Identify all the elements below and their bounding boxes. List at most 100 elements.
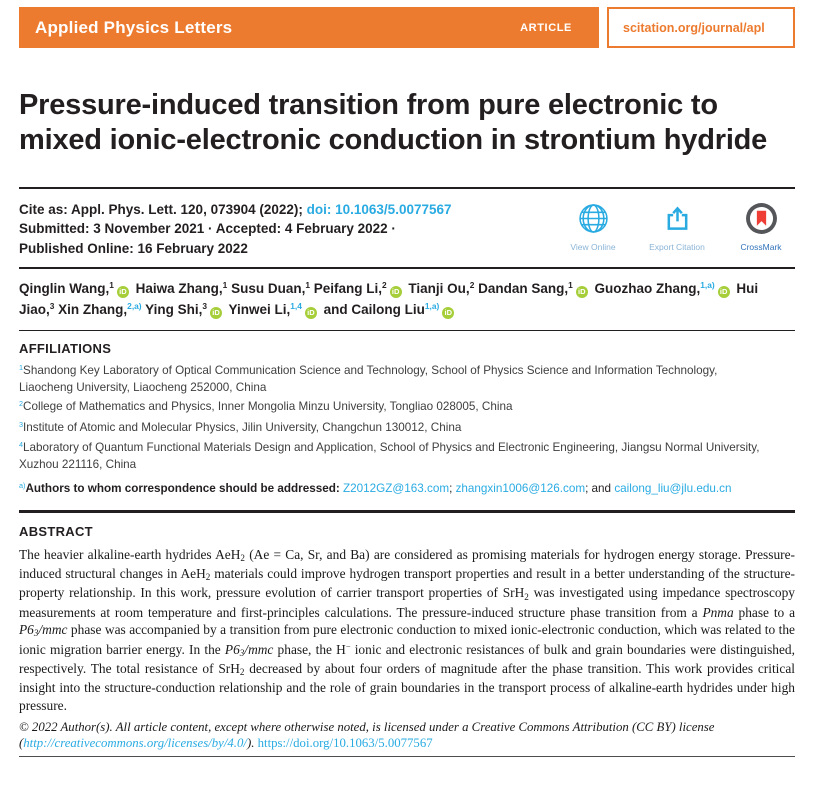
text-segment: Pnma bbox=[702, 604, 734, 620]
orcid-icon[interactable]: iD bbox=[304, 306, 317, 319]
text-segment: 2 bbox=[240, 552, 245, 563]
inline-link[interactable]: 2,a) bbox=[127, 300, 142, 311]
divider bbox=[19, 329, 795, 331]
text-segment: Dandan Sang, bbox=[474, 280, 569, 296]
text-segment: 2 bbox=[469, 279, 475, 290]
text-segment: phase, the H bbox=[273, 641, 346, 657]
paper-page: Applied Physics Letters ARTICLE scitatio… bbox=[0, 7, 814, 758]
orcid-icon[interactable]: iD bbox=[442, 306, 455, 319]
text-segment: Institute of Atomic and Molecular Physic… bbox=[23, 420, 462, 434]
article-actions: View Online Export Citation bbox=[561, 202, 795, 259]
journal-brand-bar: Applied Physics Letters ARTICLE bbox=[19, 7, 599, 48]
inline-link[interactable]: 1,a) bbox=[700, 279, 715, 290]
orcid-icon[interactable]: iD bbox=[389, 285, 402, 298]
article-type-badge: ARTICLE bbox=[520, 21, 572, 34]
inline-link[interactable]: doi: 10.1063/5.0077567 bbox=[306, 201, 452, 217]
text-segment: − bbox=[345, 641, 351, 651]
orcid-icon[interactable]: iD bbox=[575, 285, 588, 298]
text-segment: 3 bbox=[239, 647, 245, 658]
text-segment: Guozhao Zhang, bbox=[590, 280, 701, 296]
paper-title: Pressure-induced transition from pure el… bbox=[19, 89, 768, 156]
text-segment: 120 bbox=[180, 201, 204, 217]
text-segment: 3 bbox=[49, 300, 55, 311]
text-segment: 3 bbox=[202, 300, 207, 311]
orcid-icon[interactable]: iD bbox=[116, 285, 129, 298]
text-segment: 3 bbox=[33, 628, 39, 639]
export-citation-button[interactable]: Export Citation bbox=[645, 202, 709, 259]
text-segment: Peifang Li, bbox=[310, 280, 383, 296]
affiliation-item: 1Shandong Key Laboratory of Optical Comm… bbox=[19, 363, 764, 395]
affiliation-item: 4Laboratory of Quantum Functional Materi… bbox=[19, 440, 764, 472]
divider bbox=[19, 756, 795, 758]
text-segment: phase was accompanied by a transition fr… bbox=[19, 622, 795, 657]
text-segment: Ying Shi, bbox=[141, 301, 203, 317]
text-segment: © 2022 Author(s). All article content, e… bbox=[19, 720, 715, 750]
text-segment: 1 bbox=[109, 279, 114, 290]
view-online-button[interactable]: View Online bbox=[561, 202, 625, 259]
inline-link[interactable]: 1 bbox=[19, 363, 24, 373]
inline-link[interactable]: http://creativecommons.org/licenses/by/4… bbox=[23, 735, 247, 750]
inline-link[interactable]: cailong_liu@jlu.edu.cn bbox=[614, 482, 732, 495]
text-segment: 2 bbox=[382, 279, 387, 290]
inline-link[interactable]: Z2012GZ@163.com bbox=[343, 482, 450, 495]
affiliation-item: 3Institute of Atomic and Molecular Physi… bbox=[19, 420, 764, 437]
divider bbox=[19, 187, 795, 189]
text-segment: 2 bbox=[239, 667, 245, 678]
text-segment: , 073904 (2022); bbox=[203, 201, 307, 217]
crossmark-button[interactable]: CrossMark bbox=[729, 202, 793, 259]
text-segment: Authors to whom correspondence should be… bbox=[25, 482, 344, 495]
inline-link[interactable]: 3 bbox=[19, 419, 24, 429]
text-segment: 1 bbox=[222, 279, 228, 290]
text-segment: Hui Jiao, bbox=[19, 280, 759, 317]
text-segment: /mmc bbox=[244, 641, 274, 657]
text-segment: 1 bbox=[305, 279, 310, 290]
inline-link[interactable]: 1,a) bbox=[424, 300, 440, 311]
journal-site-link[interactable]: scitation.org/journal/apl bbox=[623, 20, 765, 35]
abstract-heading: ABSTRACT bbox=[19, 523, 93, 539]
inline-link[interactable]: 4 bbox=[19, 440, 24, 450]
divider bbox=[19, 510, 795, 513]
text-segment: The heavier alkaline-earth hydrides AeH bbox=[19, 546, 241, 562]
text-segment: ionic and electronic resistances of bulk… bbox=[19, 641, 795, 676]
text-segment: ; bbox=[449, 482, 456, 495]
inline-link[interactable]: zhangxin1006@126.com bbox=[455, 482, 586, 495]
globe-icon bbox=[578, 202, 609, 236]
citation-block: Cite as: Appl. Phys. Lett. 120, 073904 (… bbox=[19, 200, 452, 259]
affiliation-item: 2College of Mathematics and Physics, Inn… bbox=[19, 399, 764, 416]
text-segment: ). bbox=[246, 735, 258, 750]
view-online-label: View Online bbox=[570, 241, 616, 252]
export-icon bbox=[664, 202, 691, 236]
inline-link[interactable]: https://doi.org/10.1063/5.0077567 bbox=[257, 735, 433, 750]
affiliations-heading: AFFILIATIONS bbox=[19, 341, 112, 356]
abstract-text: The heavier alkaline-earth hydrides AeH2… bbox=[19, 546, 795, 715]
affiliations-list: 1Shandong Key Laboratory of Optical Comm… bbox=[19, 363, 795, 472]
journal-site-box: scitation.org/journal/apl bbox=[607, 7, 795, 48]
journal-title: Applied Physics Letters bbox=[35, 17, 233, 37]
text-segment: College of Mathematics and Physics, Inne… bbox=[23, 400, 513, 413]
submitted-accepted-line: Submitted: 3 November 2021 · Accepted: 4… bbox=[19, 221, 396, 236]
text-segment: Laboratory of Quantum Functional Materia… bbox=[19, 441, 760, 471]
text-segment: Haiwa Zhang, bbox=[131, 280, 223, 296]
published-online-line: Published Online: 16 February 2022 bbox=[19, 240, 248, 256]
crossmark-icon bbox=[745, 202, 778, 236]
crossmark-label: CrossMark bbox=[740, 241, 782, 252]
text-segment: Yinwei Li, bbox=[225, 301, 291, 317]
citation-section: Cite as: Appl. Phys. Lett. 120, 073904 (… bbox=[19, 189, 795, 268]
orcid-icon[interactable]: iD bbox=[717, 285, 730, 298]
text-segment: Shandong Key Laboratory of Optical Commu… bbox=[19, 364, 718, 394]
text-segment: 2 bbox=[205, 572, 211, 583]
correspondence-footnote: a)Authors to whom correspondence should … bbox=[19, 481, 779, 498]
inline-link[interactable]: 2 bbox=[19, 399, 24, 409]
orcid-icon[interactable]: iD bbox=[210, 306, 222, 319]
text-segment: (Ae = Ca, Sr, and Ba) are considered as … bbox=[19, 546, 795, 581]
text-segment: /mmc bbox=[38, 622, 68, 638]
text-segment: Susu Duan, bbox=[227, 280, 306, 296]
text-segment: Qinglin Wang, bbox=[19, 280, 110, 296]
text-segment: and Cailong Liu bbox=[319, 301, 425, 317]
inline-link[interactable]: 1,4 bbox=[290, 300, 302, 311]
text-segment: 2 bbox=[524, 591, 529, 602]
text-segment: P6 bbox=[19, 622, 34, 638]
cite-line: Cite as: Appl. Phys. Lett. 120, 073904 (… bbox=[19, 200, 452, 220]
inline-link[interactable]: a) bbox=[19, 481, 26, 491]
text-segment: materials could improve hydrogen transpo… bbox=[19, 565, 796, 601]
